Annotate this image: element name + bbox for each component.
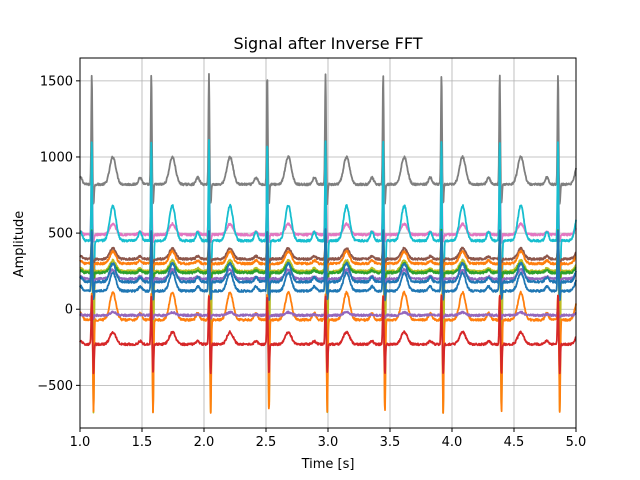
series-line xyxy=(79,156,577,244)
series-line xyxy=(79,235,577,270)
x-tick-label: 2.5 xyxy=(256,435,277,450)
ticks: 1.0 1.5 2.0 2.5 3.0 3.5 4.0 4.5 5.0 −500 0 500 1000 1… xyxy=(37,74,586,450)
y-tick-label: 1000 xyxy=(40,150,73,165)
series-line xyxy=(79,228,577,284)
y-axis-label: Amplitude xyxy=(12,211,27,278)
chart-title: Signal after Inverse FFT xyxy=(233,34,422,53)
x-tick-label: 4.0 xyxy=(442,435,463,450)
x-tick-label: 4.5 xyxy=(504,435,525,450)
series-line xyxy=(79,294,577,375)
series-layer xyxy=(79,73,577,414)
x-axis-label: Time [s] xyxy=(301,457,355,472)
y-tick-label: 500 xyxy=(48,227,73,242)
x-tick-label: 5.0 xyxy=(566,435,587,450)
series-line xyxy=(79,73,577,206)
x-tick-label: 3.0 xyxy=(318,435,339,450)
y-tick-label: 0 xyxy=(65,303,73,318)
series-line xyxy=(79,235,577,302)
x-tick-label: 2.0 xyxy=(194,435,215,450)
y-tick-label: −500 xyxy=(37,379,73,394)
series-line xyxy=(79,306,577,321)
series-line xyxy=(79,243,577,273)
series-line xyxy=(79,228,577,296)
x-tick-label: 1.0 xyxy=(70,435,91,450)
y-tick-label: 1500 xyxy=(40,74,73,89)
x-tick-label: 3.5 xyxy=(380,435,401,450)
x-tick-label: 1.5 xyxy=(132,435,153,450)
